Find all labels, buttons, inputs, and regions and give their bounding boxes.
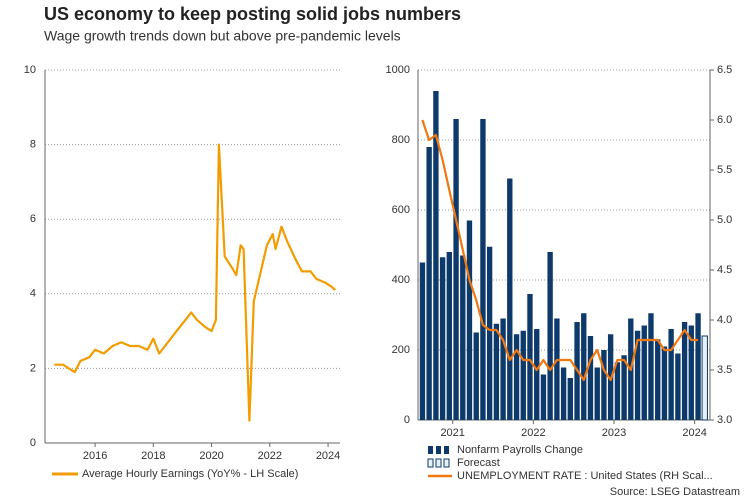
bar — [419, 262, 426, 420]
bar — [480, 119, 486, 420]
y-tick-label: 600 — [392, 204, 410, 216]
bar — [453, 119, 459, 420]
bar — [688, 325, 694, 420]
y-tick-label: 2 — [30, 362, 36, 374]
bar — [527, 294, 533, 420]
bar — [547, 252, 553, 420]
legend-label: UNEMPLOYMENT RATE : United States (RH Sc… — [457, 470, 713, 482]
bar — [507, 178, 513, 420]
line — [54, 143, 337, 422]
legend-swatch — [427, 458, 434, 468]
bar — [641, 325, 647, 420]
subtitle: Wage growth trends down but above pre-pa… — [44, 28, 401, 44]
bar — [460, 255, 466, 420]
bar — [520, 330, 526, 420]
bar — [675, 353, 681, 420]
line — [421, 119, 699, 382]
bar — [594, 367, 600, 420]
bar — [648, 313, 654, 420]
y-tick-label: 200 — [392, 344, 410, 356]
y-tick-label: 8 — [30, 139, 36, 151]
x-tick-label: 2022 — [258, 450, 282, 462]
bar — [493, 323, 500, 420]
legend-swatch — [443, 458, 450, 468]
bar — [634, 330, 641, 420]
x-tick-label: 2016 — [83, 450, 107, 462]
y2-tick-label: 6.5 — [717, 64, 732, 76]
x-tick-label: 2020 — [199, 450, 223, 462]
x-tick-label: 2021 — [440, 427, 464, 439]
x-tick-label: 2023 — [602, 427, 626, 439]
bar — [661, 346, 668, 420]
y2-tick-label: 6.0 — [717, 114, 732, 126]
y2-tick-label: 5.5 — [717, 164, 732, 176]
y2-tick-label: 3.0 — [717, 414, 732, 426]
bar — [695, 313, 701, 420]
bar — [466, 220, 473, 420]
bar — [439, 257, 446, 420]
bar — [554, 318, 560, 420]
bar — [426, 147, 432, 420]
bar — [560, 367, 567, 420]
legend-swatch — [435, 458, 442, 468]
bar — [668, 329, 674, 420]
legend-swatch — [428, 446, 433, 454]
forecast-bar — [701, 335, 708, 421]
bar — [601, 350, 607, 420]
bar — [473, 332, 479, 420]
y-tick-label: 400 — [392, 274, 410, 286]
bar — [433, 91, 439, 420]
source: Source: LSEG Datastream — [610, 486, 740, 498]
bar — [581, 313, 587, 420]
x-tick-label: 2018 — [141, 450, 165, 462]
bar — [681, 322, 688, 420]
legend-swatch — [436, 446, 441, 454]
bar — [500, 318, 506, 420]
y-tick-label: 4 — [30, 288, 36, 300]
y2-tick-label: 3.5 — [717, 364, 732, 376]
bar — [567, 378, 573, 420]
bar — [446, 252, 452, 420]
y-tick-label: 0 — [30, 437, 36, 449]
y-tick-label: 800 — [392, 134, 410, 146]
bar — [513, 334, 520, 420]
bar — [614, 362, 621, 420]
legend-label: Nonfarm Payrolls Change — [457, 444, 583, 456]
y2-tick-label: 4.5 — [717, 264, 732, 276]
x-tick-label: 2024 — [682, 427, 706, 439]
y2-tick-label: 4.0 — [717, 314, 732, 326]
bar — [587, 336, 594, 420]
legend-label: Forecast — [457, 457, 500, 469]
legend-label: Average Hourly Earnings (YoY% - LH Scale… — [82, 468, 298, 480]
legend-swatch — [444, 446, 449, 454]
bar — [540, 374, 547, 420]
bar — [534, 329, 540, 420]
y-tick-label: 0 — [404, 414, 410, 426]
bar — [655, 339, 661, 420]
bar — [486, 246, 493, 420]
x-tick-label: 2024 — [316, 450, 340, 462]
y-tick-label: 10 — [24, 64, 36, 76]
bar — [621, 355, 627, 420]
title: US economy to keep posting solid jobs nu… — [44, 4, 461, 24]
y-tick-label: 6 — [30, 213, 36, 225]
y2-tick-label: 5.0 — [717, 214, 732, 226]
x-tick-label: 2022 — [521, 427, 545, 439]
y-tick-label: 1000 — [386, 64, 410, 76]
